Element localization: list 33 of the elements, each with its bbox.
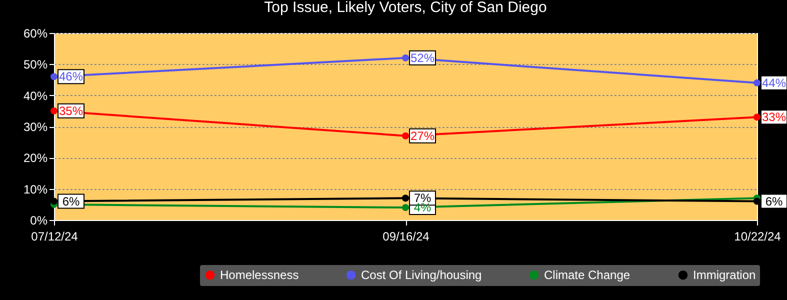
point — [402, 132, 410, 140]
x-tick-label: 10/22/24 — [734, 230, 782, 244]
x-tick-label: 09/16/24 — [382, 230, 430, 244]
legend-label: Climate Change — [544, 268, 630, 282]
point — [50, 107, 58, 114]
y-tick-label: 10% — [23, 182, 48, 196]
data-label: 6% — [62, 194, 80, 208]
chart-title: Top Issue, Likely Voters, City of San Diego — [264, 0, 547, 16]
point — [402, 54, 410, 62]
legend-label: Homelessness — [220, 268, 299, 282]
data-label: 52% — [410, 50, 435, 65]
point — [753, 198, 761, 205]
y-tick-label: 30% — [23, 120, 48, 134]
y-tick-label: 40% — [23, 88, 48, 103]
point — [50, 198, 58, 205]
y-tick-label: 50% — [23, 58, 48, 72]
data-label: 46% — [58, 70, 84, 84]
data-label: 27% — [410, 128, 435, 143]
y-tick-label: 0% — [30, 214, 48, 228]
legend-label: Immigration — [693, 268, 756, 282]
x-tick-label: 07/12/24 — [31, 230, 78, 244]
data-label: 6% — [765, 194, 783, 208]
point — [50, 73, 58, 80]
point — [753, 79, 761, 86]
y-tick-label: 20% — [23, 151, 48, 166]
point — [402, 204, 410, 212]
data-label: 33% — [762, 110, 786, 124]
data-label: 35% — [58, 104, 84, 118]
legend-label: Cost Of Living/housing — [361, 268, 482, 282]
data-label: 44% — [762, 76, 786, 90]
point — [402, 194, 410, 202]
y-tick-label: 60% — [23, 26, 48, 40]
point — [753, 114, 761, 121]
